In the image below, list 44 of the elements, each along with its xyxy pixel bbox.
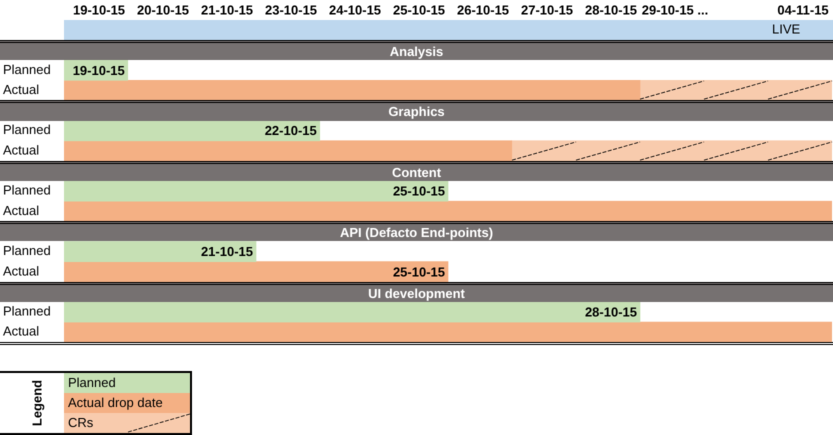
text: CRs (68, 414, 94, 432)
y-tick-label: Graphics (0, 100, 833, 121)
text: 04-11-15 (777, 2, 829, 18)
text: 27-10-15 (520, 2, 574, 18)
annotation: 21-10-15 (200, 244, 253, 260)
y-tick-label: Planned (3, 182, 51, 198)
bar (64, 241, 256, 262)
y-tick-label: Actual (3, 263, 40, 278)
y-tick-label: Actual (3, 324, 40, 339)
y-tick-label: Planned (3, 62, 51, 77)
legend-title: Legend (30, 380, 44, 426)
y-tick-label: Planned (3, 122, 51, 138)
y-tick-label: API (Defacto End-points) (0, 221, 833, 242)
annotation: 19-10-15 (72, 62, 125, 78)
bar (64, 322, 832, 342)
y-tick-label: Actual (3, 82, 40, 97)
text: 25-10-15 (392, 2, 446, 18)
text: 26-10-15 (456, 2, 510, 18)
text: Actual drop date (68, 394, 163, 412)
annotation: 25-10-15 (392, 184, 445, 199)
y-tick-label: Content (0, 160, 833, 182)
y-tick-label: Planned (3, 304, 51, 319)
text: 19-10-15 (72, 2, 126, 18)
text: 20-10-15 (136, 2, 190, 18)
y-tick-label: Planned (3, 243, 51, 258)
y-tick-label: Actual (3, 142, 40, 158)
text: 28-10-15 (584, 2, 638, 18)
text: 21-10-15 (200, 2, 254, 18)
y-tick-label: UI development (0, 282, 833, 302)
text: 24-10-15 (328, 2, 382, 18)
bar (64, 200, 832, 222)
bar (64, 120, 320, 142)
text: LIVE (772, 22, 801, 37)
y-tick-label: Analysis (0, 40, 833, 60)
text: 23-10-15 (264, 2, 318, 18)
text: Planned (68, 374, 116, 392)
annotation: 22-10-15 (264, 123, 317, 138)
bar (64, 302, 640, 322)
y-tick-label: Actual (3, 202, 40, 218)
bar (64, 180, 448, 202)
bar (64, 261, 448, 282)
annotation: 25-10-15 (392, 264, 445, 280)
annotation: 28-10-15 (584, 304, 637, 320)
text: 29-10-15 ... (642, 2, 708, 18)
